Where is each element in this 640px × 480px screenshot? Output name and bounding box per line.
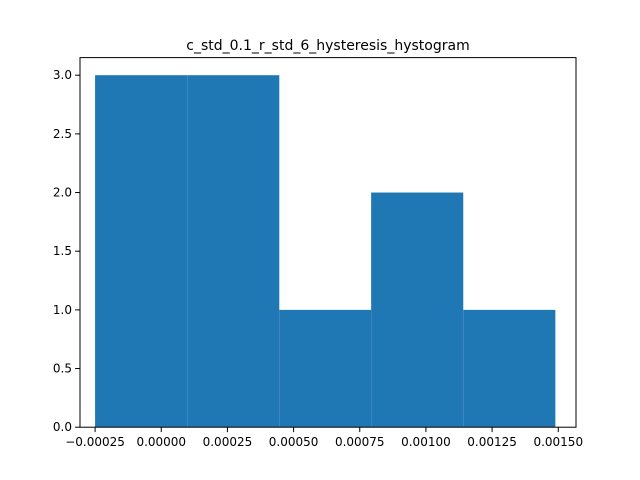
- x-tick-label: 0.00125: [467, 435, 517, 449]
- x-tick-label: 0.00050: [269, 435, 319, 449]
- y-tick-label: 2.0: [53, 186, 72, 200]
- x-tick-label: 0.00100: [401, 435, 451, 449]
- histogram-bar-5: [463, 309, 556, 428]
- y-axis-ticks: 0.0 0.5 1.0 1.5 2.0 2.5 3.0: [53, 68, 80, 434]
- y-tick-label: 2.5: [53, 127, 72, 141]
- plot-frame: [79, 57, 577, 428]
- y-tick-label: 3.0: [53, 68, 72, 82]
- y-tick-label: 0.0: [53, 420, 72, 434]
- y-tick-label: 1.5: [53, 244, 72, 258]
- chart-title: c_std_0.1_r_std_6_hysteresis_hystogram: [186, 38, 469, 54]
- x-tick-label: 0.00025: [203, 435, 253, 449]
- y-tick-label: 0.5: [53, 362, 72, 376]
- x-tick-label: −0.00025: [65, 435, 125, 449]
- x-axis-ticks: −0.00025 0.00000 0.00025 0.00050 0.00075 0.00…: [65, 427, 583, 449]
- histogram-bar-1: [95, 75, 188, 428]
- x-tick-label: 0.00000: [136, 435, 186, 449]
- histogram-bar-4: [371, 192, 464, 428]
- bars-group: [95, 75, 556, 428]
- histogram-bar-2: [187, 75, 280, 428]
- y-tick-label: 1.0: [53, 303, 72, 317]
- histogram-bar-3: [279, 309, 372, 428]
- x-tick-label: 0.00075: [335, 435, 385, 449]
- x-tick-label: 0.00150: [533, 435, 583, 449]
